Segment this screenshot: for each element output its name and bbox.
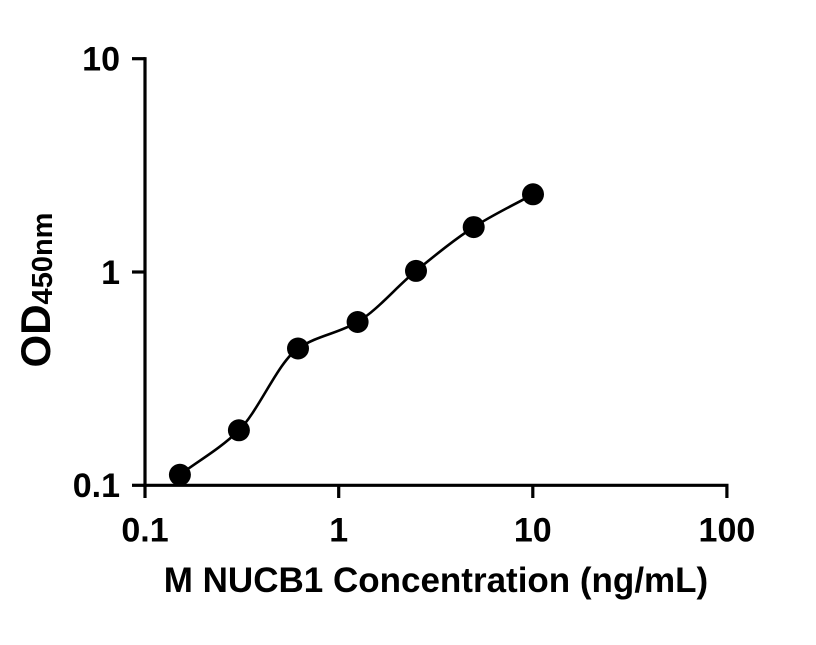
svg-text:M NUCB1 Concentration (ng/mL): M NUCB1 Concentration (ng/mL): [164, 561, 708, 600]
svg-text:10: 10: [82, 41, 120, 79]
svg-text:0.1: 0.1: [73, 467, 120, 505]
svg-text:100: 100: [699, 511, 756, 549]
svg-text:1: 1: [329, 511, 348, 549]
svg-text:OD450nm: OD450nm: [12, 213, 59, 368]
svg-text:0.1: 0.1: [121, 511, 168, 549]
svg-text:1: 1: [101, 254, 120, 292]
svg-text:10: 10: [514, 511, 552, 549]
